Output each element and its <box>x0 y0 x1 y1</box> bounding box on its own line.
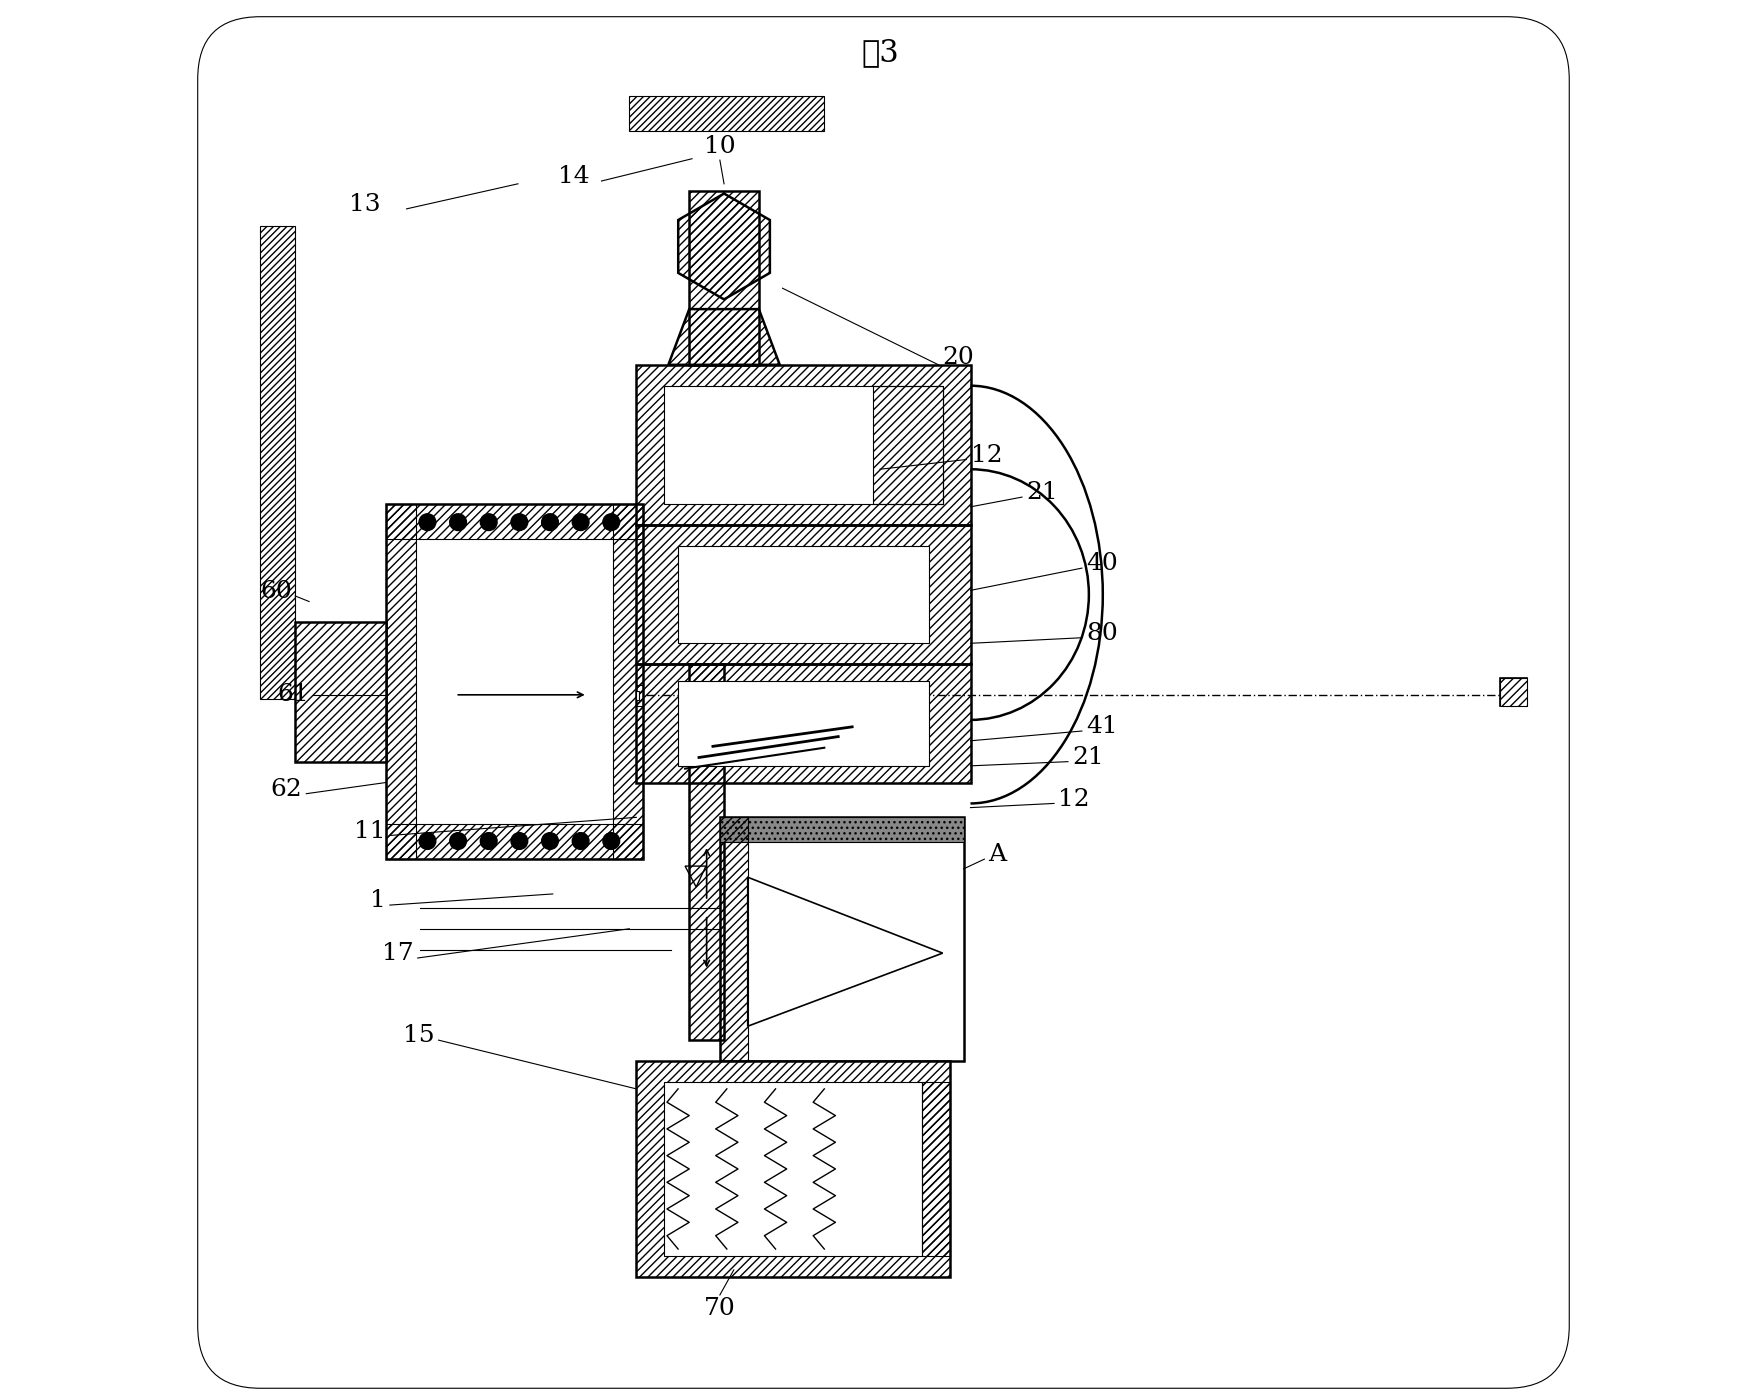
Circle shape <box>604 514 620 530</box>
Text: 61: 61 <box>278 684 310 706</box>
Text: 11: 11 <box>354 819 385 843</box>
Polygon shape <box>720 818 963 843</box>
Circle shape <box>510 514 528 530</box>
Polygon shape <box>296 622 385 762</box>
Polygon shape <box>664 386 943 505</box>
Polygon shape <box>637 1061 950 1276</box>
Circle shape <box>542 514 558 530</box>
Text: 80: 80 <box>1086 622 1118 644</box>
Text: 21: 21 <box>1072 747 1104 769</box>
Circle shape <box>451 514 466 530</box>
Text: 13: 13 <box>348 193 380 217</box>
Polygon shape <box>385 505 644 860</box>
Circle shape <box>419 514 436 530</box>
Circle shape <box>572 833 590 850</box>
FancyBboxPatch shape <box>157 0 1610 1398</box>
Polygon shape <box>1500 678 1528 706</box>
Text: 12: 12 <box>1058 787 1089 811</box>
Polygon shape <box>1500 678 1528 706</box>
Text: 14: 14 <box>558 165 590 189</box>
Text: 12: 12 <box>970 443 1001 467</box>
Text: 图3: 图3 <box>861 38 899 69</box>
Text: 1: 1 <box>370 889 385 913</box>
Circle shape <box>542 833 558 850</box>
Text: A: A <box>989 843 1007 867</box>
Text: 41: 41 <box>1086 716 1118 738</box>
Circle shape <box>419 833 436 850</box>
Text: 21: 21 <box>1026 481 1058 505</box>
Polygon shape <box>637 691 639 700</box>
Circle shape <box>451 833 466 850</box>
Circle shape <box>510 833 528 850</box>
Text: 62: 62 <box>271 779 303 801</box>
Polygon shape <box>664 1082 922 1255</box>
Polygon shape <box>678 545 929 643</box>
Circle shape <box>604 833 620 850</box>
Text: 10: 10 <box>704 134 736 158</box>
Polygon shape <box>678 681 929 766</box>
Text: 15: 15 <box>403 1025 435 1047</box>
Text: 40: 40 <box>1086 552 1118 576</box>
Circle shape <box>480 514 496 530</box>
Circle shape <box>480 833 496 850</box>
Text: 60: 60 <box>260 580 292 604</box>
Text: 17: 17 <box>382 942 414 965</box>
Text: 20: 20 <box>943 347 975 369</box>
Circle shape <box>572 514 590 530</box>
Polygon shape <box>720 818 963 1061</box>
Text: 70: 70 <box>704 1297 736 1320</box>
